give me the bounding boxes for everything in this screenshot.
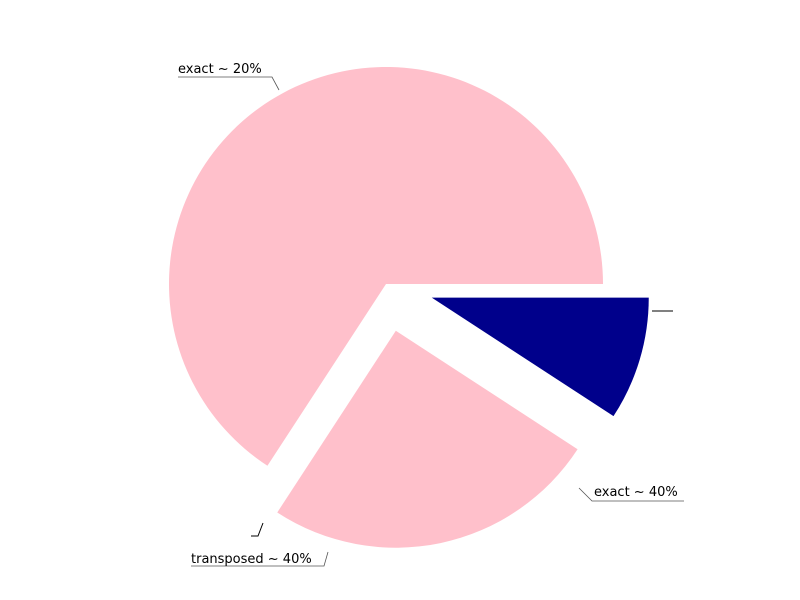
pie-slices	[169, 67, 649, 548]
slice-label-group-0: exact ~ 20%	[178, 62, 280, 91]
slice-label-group-1: exact ~ 40%	[578, 485, 684, 502]
slice-label-1: exact ~ 40%	[594, 485, 678, 500]
marker-stroke-left	[251, 522, 264, 537]
pie-slice-1	[277, 330, 578, 548]
slice-leader-line-0	[178, 76, 280, 91]
pie-slice-0	[169, 67, 604, 466]
slice-leader-line-2	[191, 551, 329, 567]
slice-label-group-2: transposed ~ 40%	[191, 551, 329, 567]
slice-label-2: transposed ~ 40%	[191, 552, 312, 567]
slice-label-0: exact ~ 20%	[178, 62, 262, 77]
pie-slice-2	[431, 297, 649, 417]
slice-leader-line-1	[578, 487, 684, 502]
